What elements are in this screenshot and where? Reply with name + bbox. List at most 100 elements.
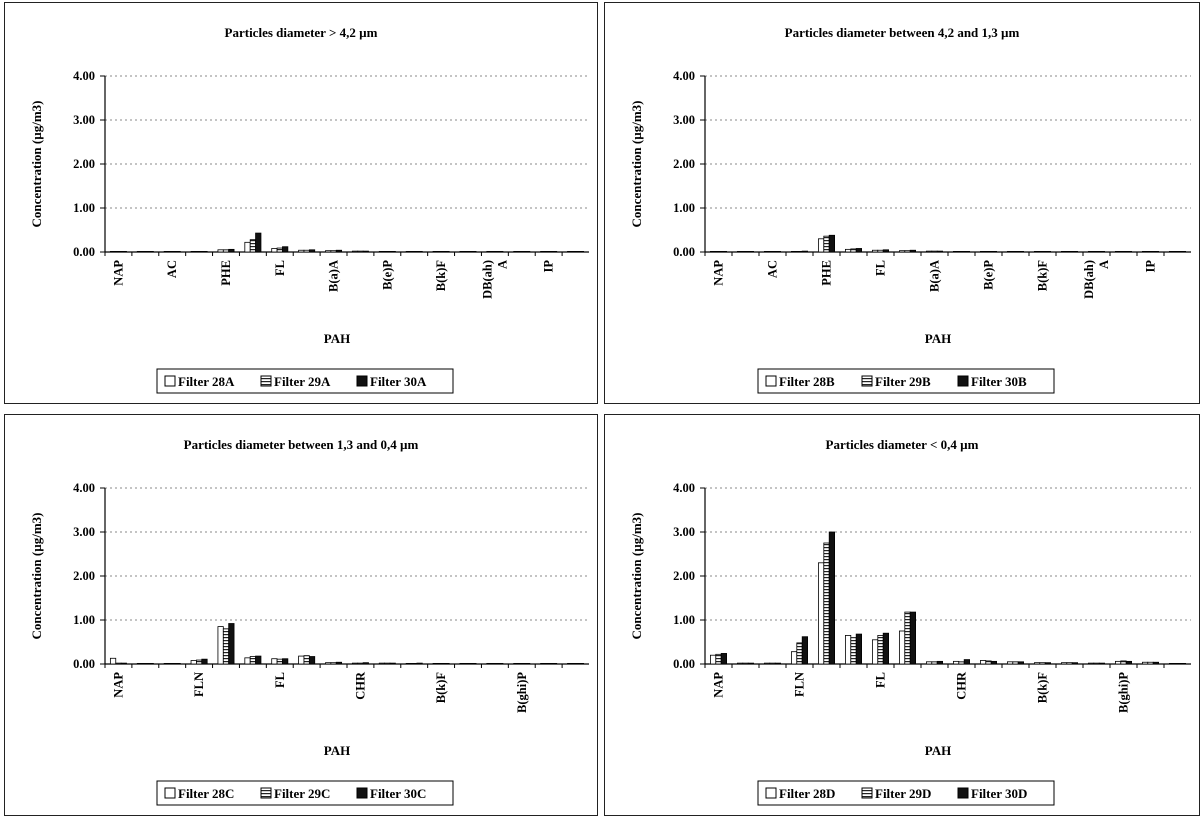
x-tick-label: B(a)A bbox=[327, 260, 341, 292]
chart-title: Particles diameter < 0,4 µm bbox=[826, 437, 979, 452]
y-tick-label: 1.00 bbox=[673, 613, 695, 627]
bar bbox=[720, 653, 727, 665]
legend-label: Filter 29B bbox=[875, 374, 931, 389]
bar bbox=[1142, 661, 1149, 665]
bar bbox=[169, 250, 176, 253]
bar bbox=[443, 250, 450, 253]
bar bbox=[271, 658, 278, 665]
bar bbox=[931, 661, 938, 665]
bar bbox=[335, 249, 343, 253]
bar bbox=[828, 531, 835, 665]
y-tick-label: 2.00 bbox=[73, 569, 95, 583]
bar bbox=[790, 651, 798, 665]
x-axis-label: PAH bbox=[324, 743, 350, 758]
y-axis-label: Concentration (µg/m3) bbox=[29, 513, 44, 640]
bar bbox=[120, 662, 127, 665]
bar bbox=[169, 662, 176, 665]
legend-box bbox=[156, 368, 454, 394]
bar bbox=[1066, 662, 1073, 665]
y-tick-label: 3.00 bbox=[73, 113, 95, 127]
bar bbox=[1098, 662, 1106, 665]
bar bbox=[384, 662, 391, 665]
legend-label: Filter 30B bbox=[971, 374, 1027, 389]
x-tick-label: FL bbox=[273, 260, 287, 276]
x-tick-label: FLN bbox=[192, 672, 206, 697]
bar bbox=[190, 250, 197, 253]
bar bbox=[979, 660, 987, 665]
bar bbox=[174, 662, 181, 665]
bar bbox=[877, 249, 884, 253]
bar bbox=[330, 250, 337, 253]
x-tick-label: B(k)F bbox=[1036, 672, 1050, 704]
y-tick-label: 3.00 bbox=[673, 113, 695, 127]
bar bbox=[823, 235, 830, 253]
y-tick-label: 0.00 bbox=[673, 245, 695, 259]
bar bbox=[736, 250, 744, 253]
bar bbox=[1012, 250, 1019, 253]
legend-swatch bbox=[164, 787, 176, 799]
bar bbox=[136, 662, 144, 665]
legend-swatch bbox=[164, 375, 176, 387]
bar bbox=[351, 662, 359, 665]
bar bbox=[545, 250, 552, 253]
x-tick-label: B(k)F bbox=[1036, 260, 1050, 292]
bar bbox=[174, 250, 181, 253]
bar bbox=[742, 662, 749, 665]
x-tick-label: NAP bbox=[111, 260, 125, 286]
bar bbox=[742, 250, 749, 253]
bar bbox=[844, 248, 852, 253]
bar bbox=[308, 249, 316, 253]
bar bbox=[196, 250, 203, 253]
x-axis-label: PAH bbox=[324, 331, 350, 346]
bar bbox=[303, 249, 310, 253]
y-tick-label: 2.00 bbox=[673, 569, 695, 583]
bar bbox=[844, 634, 852, 665]
x-tick-label: AC bbox=[165, 260, 179, 278]
y-tick-label: 0.00 bbox=[673, 657, 695, 671]
y-axis-label: Concentration (µg/m3) bbox=[629, 101, 644, 228]
bar bbox=[147, 662, 154, 665]
bar bbox=[855, 633, 862, 665]
bar bbox=[1093, 250, 1100, 253]
bar bbox=[774, 662, 781, 665]
bar bbox=[411, 250, 418, 253]
bar bbox=[1012, 661, 1019, 665]
bar bbox=[931, 250, 938, 253]
bar bbox=[222, 628, 230, 665]
bar bbox=[196, 659, 203, 665]
bar-chart-svg: Particles diameter between 1,3 and 0,4 µ… bbox=[29, 437, 589, 806]
x-tick-label: B(k)F bbox=[434, 672, 448, 704]
bar bbox=[416, 662, 423, 665]
bar bbox=[871, 639, 879, 665]
bar bbox=[244, 241, 251, 253]
bar bbox=[763, 250, 771, 253]
bar bbox=[952, 660, 960, 665]
bar bbox=[491, 662, 498, 665]
bar bbox=[898, 250, 906, 253]
y-tick-label: 4.00 bbox=[673, 69, 695, 83]
x-tick-label: IP bbox=[542, 260, 556, 273]
bar bbox=[497, 250, 504, 253]
bar bbox=[1152, 661, 1160, 665]
bar bbox=[828, 234, 835, 253]
chart-panel-lt-0-4um: Particles diameter < 0,4 µm 0.00 1.00 2.00 3… bbox=[604, 414, 1200, 816]
bar bbox=[518, 250, 525, 253]
bar bbox=[464, 250, 472, 253]
bar bbox=[1098, 250, 1106, 253]
bar bbox=[362, 250, 369, 253]
bar bbox=[255, 232, 262, 253]
bar bbox=[1179, 250, 1187, 253]
bar bbox=[1033, 250, 1041, 253]
bar bbox=[715, 250, 722, 253]
bar bbox=[1066, 250, 1073, 253]
bar bbox=[142, 250, 149, 253]
bar bbox=[470, 662, 477, 665]
bar bbox=[567, 662, 574, 665]
legend-label: Filter 28D bbox=[779, 786, 835, 801]
legend-swatch bbox=[260, 787, 272, 799]
bar bbox=[871, 249, 879, 253]
bar bbox=[147, 250, 154, 253]
legend-label: Filter 28C bbox=[178, 786, 234, 801]
bar bbox=[109, 250, 117, 253]
legend-box bbox=[156, 780, 454, 806]
